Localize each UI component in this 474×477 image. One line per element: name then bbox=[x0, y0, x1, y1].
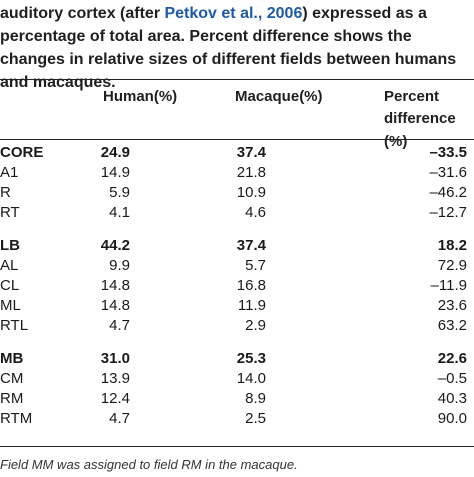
macaque-value-cell: 14.0 bbox=[236, 370, 266, 387]
percent-difference-cell: 90.0 bbox=[437, 410, 467, 427]
table-group-row: MB 31.0 25.3 22.6 bbox=[0, 349, 474, 369]
table-row: RM 12.4 8.9 40.3 bbox=[0, 389, 474, 409]
field-name-cell: MB bbox=[0, 350, 24, 367]
percent-difference-cell: –12.7 bbox=[429, 204, 467, 221]
macaque-value-cell: 25.3 bbox=[236, 350, 266, 367]
percent-difference-cell: –33.5 bbox=[429, 144, 467, 161]
macaque-value-cell: 16.8 bbox=[236, 277, 266, 294]
percent-difference-cell: –11.9 bbox=[430, 277, 467, 294]
human-value-cell: 14.8 bbox=[100, 297, 130, 314]
table-row: AL 9.9 5.7 72.9 bbox=[0, 256, 474, 276]
column-header-macaque: Macaque(%) bbox=[235, 88, 323, 105]
caption-text-start: auditory cortex (after bbox=[0, 5, 165, 22]
table-footnote: Field MM was assigned to field RM in the… bbox=[0, 457, 298, 472]
human-value-cell: 44.2 bbox=[100, 237, 130, 254]
reference-link[interactable]: Petkov et al., 2006 bbox=[164, 5, 303, 22]
macaque-value-cell: 37.4 bbox=[236, 144, 266, 161]
column-header-percent-line1: Percent bbox=[384, 88, 440, 105]
table-row: RTL 4.7 2.9 63.2 bbox=[0, 316, 474, 336]
field-name-cell: ML bbox=[0, 297, 21, 314]
human-value-cell: 5.9 bbox=[109, 184, 130, 201]
field-name-cell: A1 bbox=[0, 164, 19, 181]
human-value-cell: 14.9 bbox=[100, 164, 130, 181]
field-name-cell: CL bbox=[0, 277, 20, 294]
table-top-rule bbox=[0, 79, 474, 80]
macaque-value-cell: 2.9 bbox=[245, 317, 266, 334]
human-value-cell: 13.9 bbox=[100, 370, 130, 387]
percent-difference-cell: –31.6 bbox=[429, 164, 467, 181]
column-header-human: Human(%) bbox=[103, 88, 178, 105]
table-row: R 5.9 10.9 –46.2 bbox=[0, 183, 474, 203]
field-name-cell: CM bbox=[0, 370, 24, 387]
field-name-cell: LB bbox=[0, 237, 20, 254]
table-bottom-rule bbox=[0, 446, 474, 447]
field-name-cell: R bbox=[0, 184, 11, 201]
table-row: ML 14.8 11.9 23.6 bbox=[0, 296, 474, 316]
table-header-rule bbox=[0, 139, 474, 140]
percent-difference-cell: –0.5 bbox=[437, 370, 467, 387]
field-name-cell: RTL bbox=[0, 317, 29, 334]
human-value-cell: 4.7 bbox=[109, 317, 130, 334]
table-row: RTM 4.7 2.5 90.0 bbox=[0, 409, 474, 429]
percent-difference-cell: 72.9 bbox=[437, 257, 467, 274]
table-caption: auditory cortex (after Petkov et al., 20… bbox=[0, 2, 470, 94]
macaque-value-cell: 8.9 bbox=[245, 390, 266, 407]
human-value-cell: 24.9 bbox=[100, 144, 130, 161]
macaque-value-cell: 37.4 bbox=[236, 237, 266, 254]
field-name-cell: RM bbox=[0, 390, 24, 407]
percent-difference-cell: 18.2 bbox=[437, 237, 467, 254]
macaque-value-cell: 10.9 bbox=[236, 184, 266, 201]
macaque-value-cell: 4.6 bbox=[245, 204, 266, 221]
field-name-cell: RT bbox=[0, 204, 20, 221]
percent-difference-cell: –46.2 bbox=[429, 184, 467, 201]
percent-difference-cell: 40.3 bbox=[437, 390, 467, 407]
field-name-cell: RTM bbox=[0, 410, 33, 427]
human-value-cell: 31.0 bbox=[100, 350, 130, 367]
macaque-value-cell: 11.9 bbox=[237, 297, 266, 314]
macaque-value-cell: 2.5 bbox=[245, 410, 266, 427]
table-group-row: CORE 24.9 37.4 –33.5 bbox=[0, 143, 474, 163]
human-value-cell: 9.9 bbox=[109, 257, 130, 274]
column-header-percent-line2: difference (%) bbox=[384, 110, 456, 150]
table-row: CL 14.8 16.8 –11.9 bbox=[0, 276, 474, 296]
percent-difference-cell: 63.2 bbox=[437, 317, 467, 334]
human-value-cell: 4.1 bbox=[109, 204, 130, 221]
table-row: RT 4.1 4.6 –12.7 bbox=[0, 203, 474, 223]
human-value-cell: 12.4 bbox=[100, 390, 130, 407]
table-row: CM 13.9 14.0 –0.5 bbox=[0, 369, 474, 389]
macaque-value-cell: 21.8 bbox=[236, 164, 266, 181]
field-name-cell: AL bbox=[0, 257, 19, 274]
percent-difference-cell: 23.6 bbox=[437, 297, 467, 314]
macaque-value-cell: 5.7 bbox=[245, 257, 266, 274]
human-value-cell: 14.8 bbox=[100, 277, 130, 294]
field-name-cell: CORE bbox=[0, 144, 44, 161]
caption-text-end: ) expressed as a percentage of total are… bbox=[0, 5, 457, 91]
human-value-cell: 4.7 bbox=[109, 410, 130, 427]
table-group-row: LB 44.2 37.4 18.2 bbox=[0, 236, 474, 256]
table-row: A1 14.9 21.8 –31.6 bbox=[0, 163, 474, 183]
percent-difference-cell: 22.6 bbox=[437, 350, 467, 367]
